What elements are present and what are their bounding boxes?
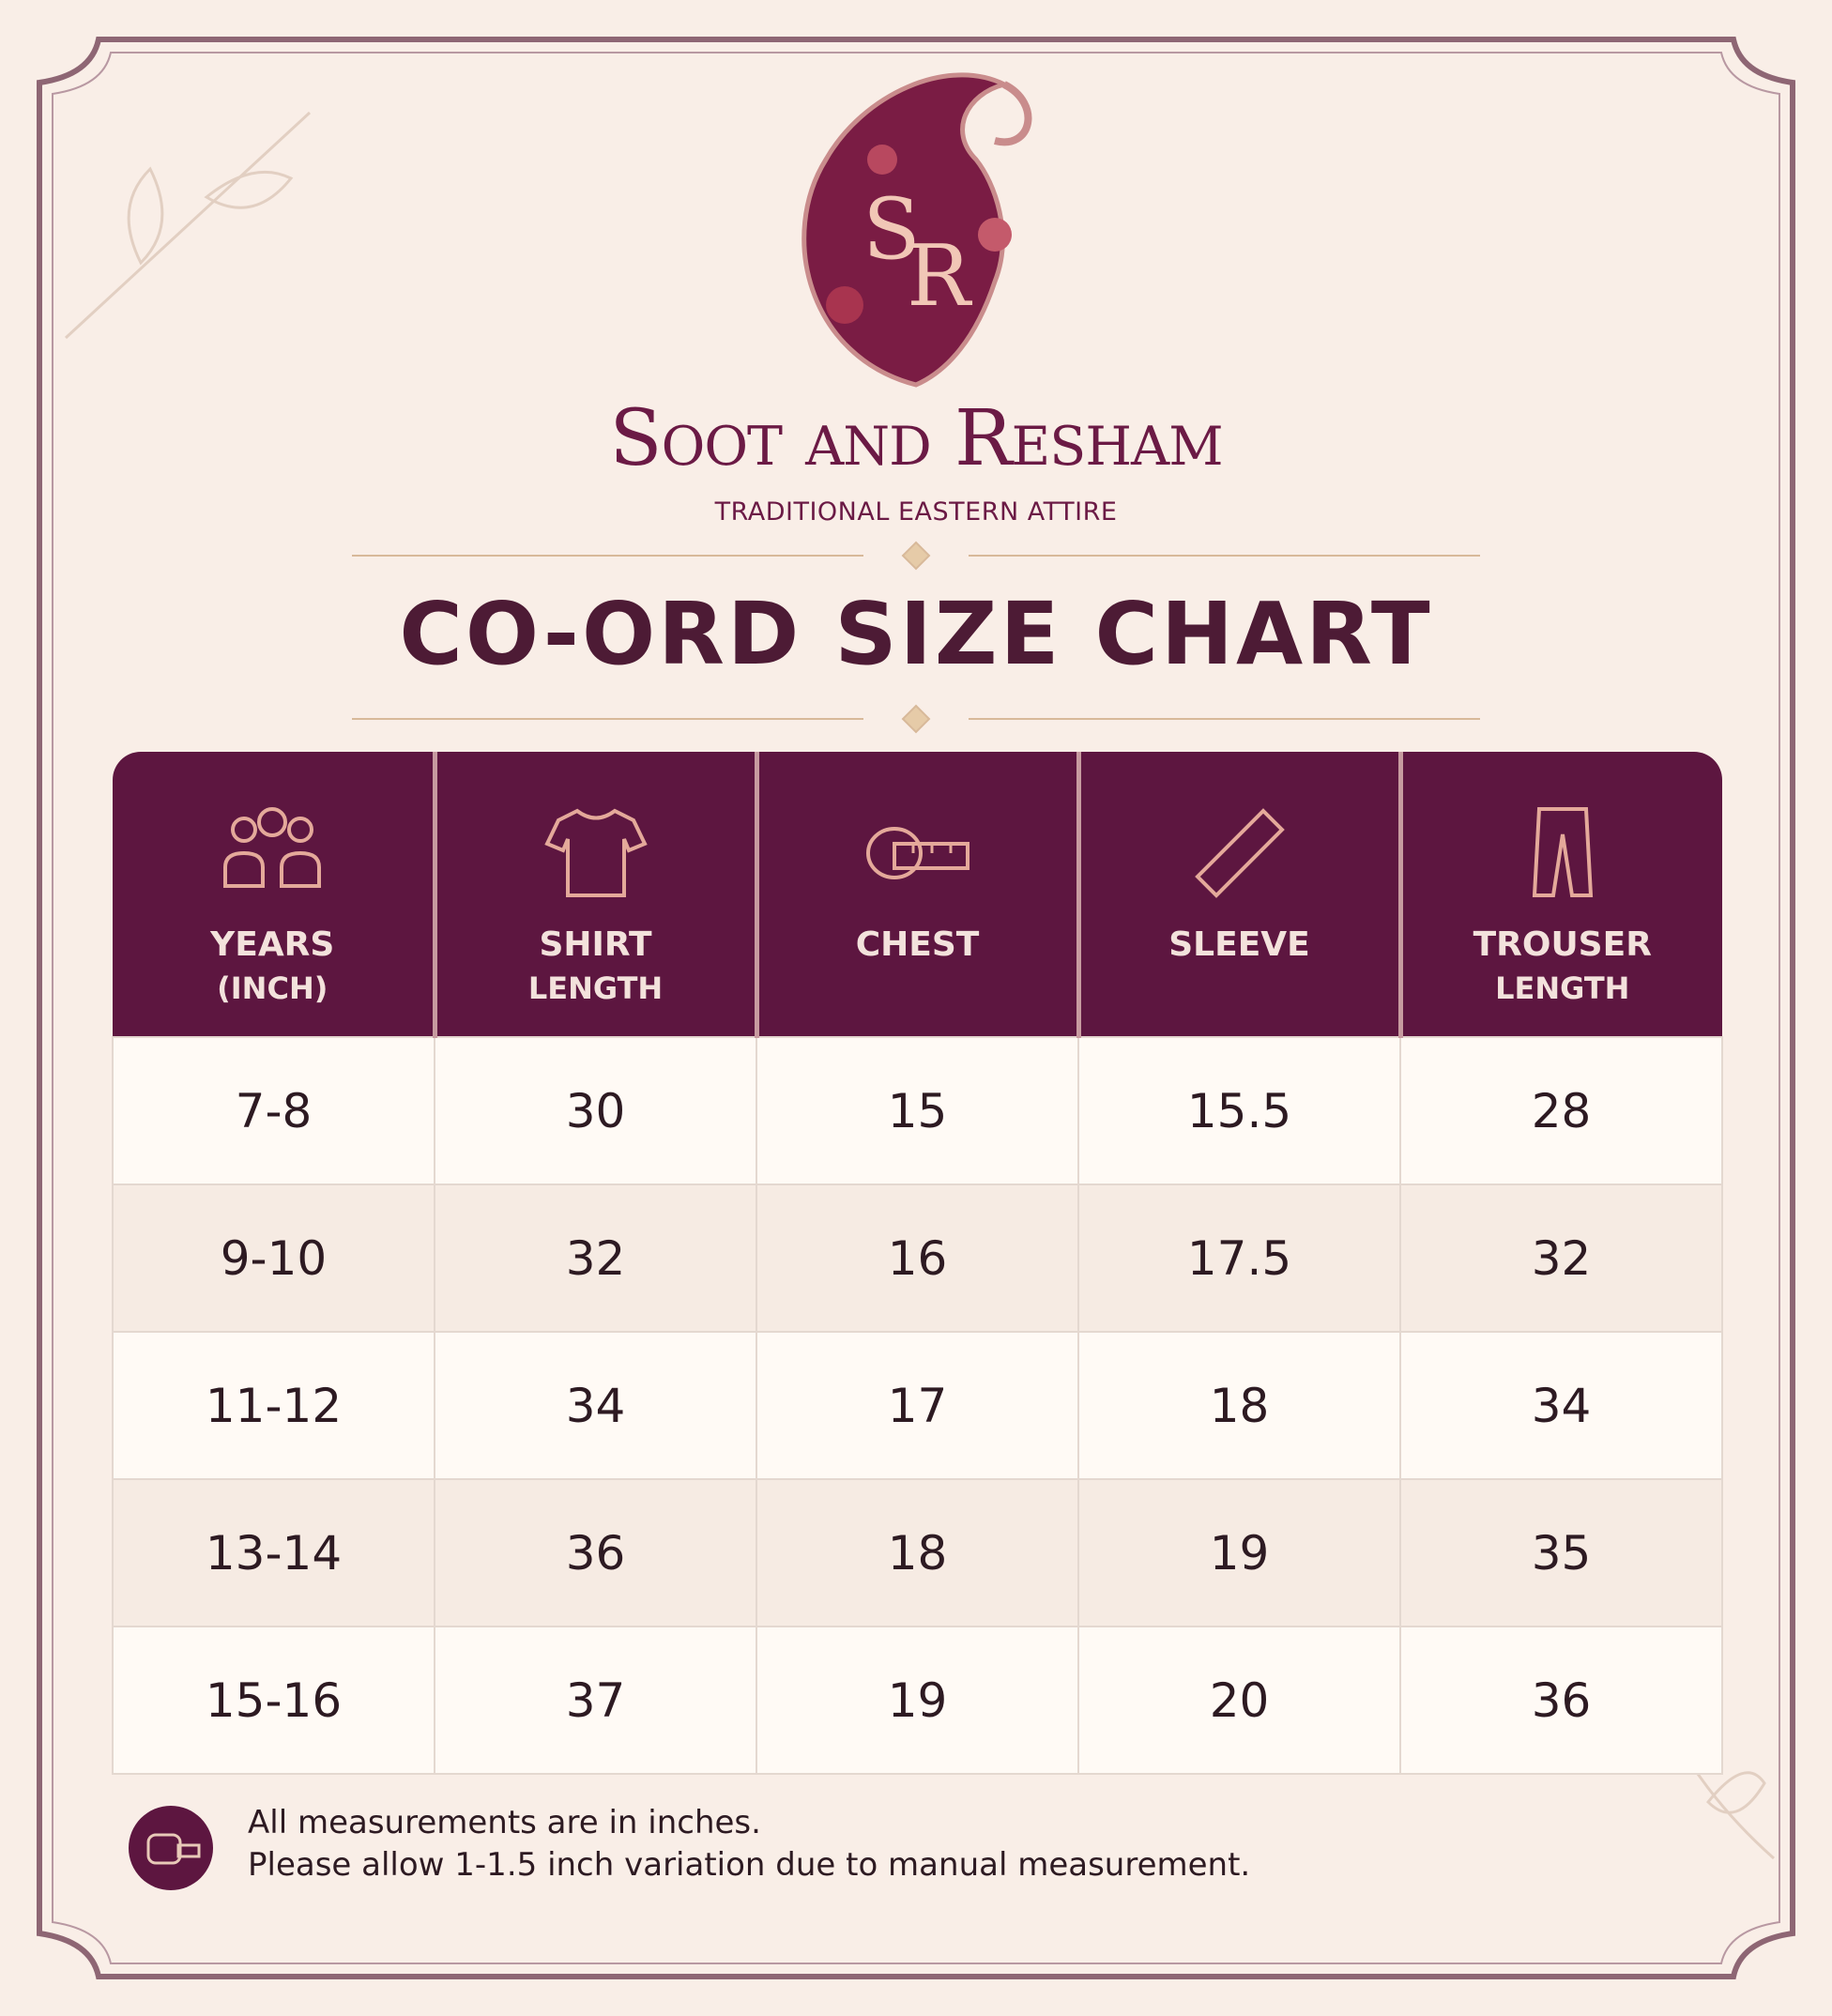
header-text: (INCH) — [217, 970, 328, 1006]
table-row: 15-16 37 19 20 36 — [112, 1626, 1723, 1775]
column-header: CHEST — [754, 752, 1078, 1037]
column-header: YEARS (INCH) — [113, 752, 435, 1037]
header-icon — [223, 807, 322, 888]
header-text: SLEEVE — [1168, 925, 1310, 964]
table-cell: 11-12 — [112, 1331, 435, 1480]
brand-name: Soot and Resham — [609, 394, 1223, 483]
table-cell: 9-10 — [112, 1184, 435, 1333]
column-header: SHIRT LENGTH — [432, 752, 756, 1037]
table-cell: 32 — [434, 1184, 757, 1333]
table-cell: 32 — [1399, 1184, 1723, 1333]
monogram: R — [907, 227, 972, 326]
table-cell: 7-8 — [112, 1036, 435, 1185]
table-cell: 35 — [1399, 1478, 1723, 1627]
table-cell: 20 — [1077, 1626, 1401, 1775]
title: CO-ORD SIZE CHART — [399, 584, 1433, 684]
column-header: SLEEVE — [1076, 752, 1400, 1037]
table-row: 13-14 36 18 19 35 — [112, 1478, 1723, 1627]
header-icon — [543, 808, 648, 897]
header-icon — [865, 827, 969, 879]
table-cell: 15-16 — [112, 1626, 435, 1775]
header-icon — [1532, 807, 1593, 897]
table-row: 9-10 32 16 17.5 32 — [112, 1184, 1723, 1333]
header-text: SHIRT — [539, 925, 652, 964]
table-cell: 16 — [756, 1184, 1079, 1333]
header-icon — [1194, 808, 1285, 898]
table-cell: 36 — [1399, 1626, 1723, 1775]
table-cell: 37 — [434, 1626, 757, 1775]
column-header: TROUSER LENGTH — [1397, 752, 1722, 1037]
table-cell: 18 — [1077, 1331, 1401, 1480]
table-cell: 15 — [756, 1036, 1079, 1185]
table-cell: 36 — [434, 1478, 757, 1627]
header-text: TROUSER — [1473, 925, 1652, 964]
table-cell: 34 — [434, 1331, 757, 1480]
table-cell: 13-14 — [112, 1478, 435, 1627]
note: All measurements are in inches. — [248, 1804, 761, 1841]
table-row: 11-12 34 17 18 34 — [112, 1331, 1723, 1480]
table-cell: 17 — [756, 1331, 1079, 1480]
table-cell: 19 — [756, 1626, 1079, 1775]
header-text: LENGTH — [1495, 970, 1630, 1006]
tape-icon — [129, 1806, 213, 1890]
table-row: 7-8 30 15 15.5 28 — [112, 1036, 1723, 1185]
header-text: CHEST — [855, 925, 980, 964]
size-table: YEARS (INCH) SHIRT LENGTH CHEST SLEEVE TROUS… — [112, 752, 1723, 1775]
monogram: S — [863, 180, 921, 279]
header-text: YEARS — [210, 925, 335, 964]
table-cell: 15.5 — [1077, 1036, 1401, 1185]
tagline: TRADITIONAL EASTERN ATTIRE — [714, 497, 1118, 527]
table-cell: 34 — [1399, 1331, 1723, 1480]
header-text: LENGTH — [527, 970, 664, 1006]
table-cell: 18 — [756, 1478, 1079, 1627]
table-cell: 17.5 — [1077, 1184, 1401, 1333]
table-cell: 28 — [1399, 1036, 1723, 1185]
note: Please allow 1-1.5 inch variation due to… — [248, 1846, 1251, 1884]
logo: S R — [802, 72, 1032, 388]
table-cell: 19 — [1077, 1478, 1401, 1627]
table-cell: 30 — [434, 1036, 757, 1185]
